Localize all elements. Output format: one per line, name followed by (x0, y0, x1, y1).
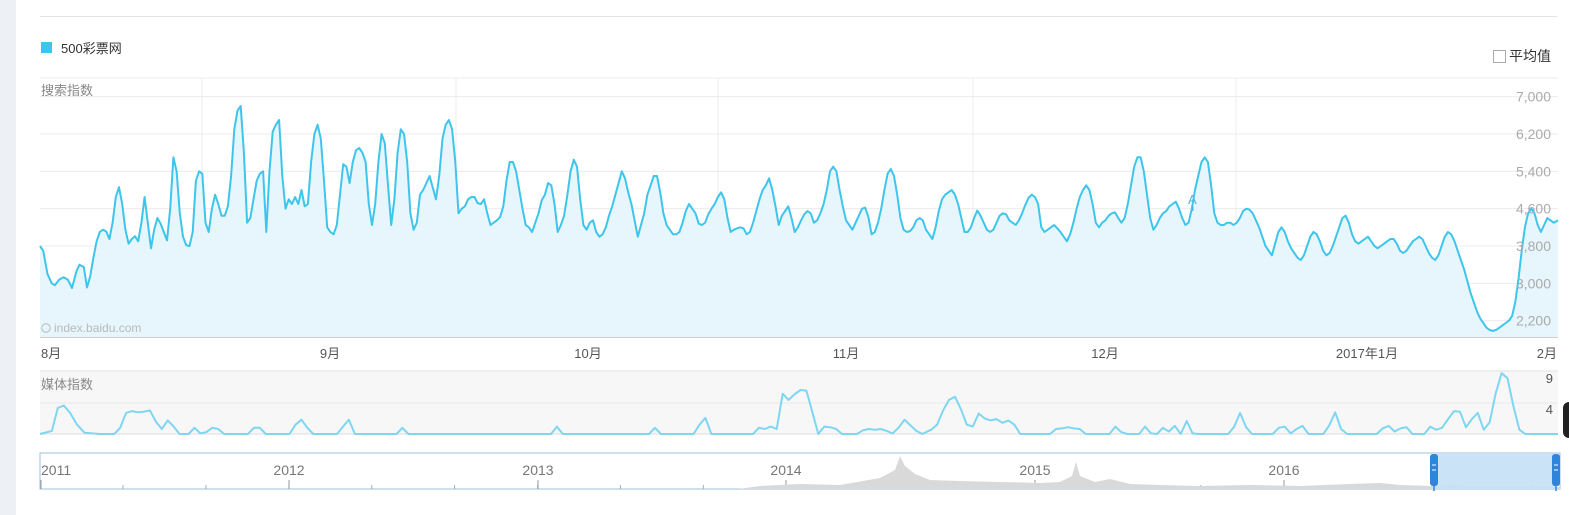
average-toggle[interactable]: 平均值 (1493, 46, 1551, 66)
y-tick-label: 5,400 (1516, 163, 1551, 179)
overview-year-label: 2012 (273, 462, 304, 478)
search-index-area (40, 106, 1558, 337)
page-scroll-knob[interactable] (1563, 402, 1569, 438)
search-index-line[interactable] (39, 105, 1559, 332)
media-y-tick-label: 4 (1546, 402, 1553, 417)
watermark: index.baidu.com (41, 321, 141, 335)
y-tick-label: 6,200 (1516, 126, 1551, 142)
y-tick-label: 2,200 (1516, 313, 1551, 329)
x-tick-label: 9月 (320, 346, 340, 361)
overview-history-area (738, 456, 1560, 489)
x-tick-label: 10月 (574, 346, 601, 361)
y-tick-label: 3,800 (1516, 238, 1551, 254)
media-y-tick-label: 9 (1546, 371, 1553, 386)
overview-year-label: 2013 (522, 462, 553, 478)
watermark-text: index.baidu.com (54, 321, 141, 335)
average-checkbox[interactable] (1493, 49, 1506, 63)
legend-swatch (41, 42, 52, 53)
left-strip (0, 0, 16, 515)
x-tick-label: 12月 (1091, 346, 1118, 361)
overview-year-label: 2011 (41, 462, 71, 478)
x-tick-label: 2017年1月 (1336, 346, 1398, 361)
main-chart-label: 搜索指数 (41, 83, 93, 98)
annotation-label[interactable]: A (1188, 192, 1197, 207)
average-label: 平均值 (1509, 48, 1551, 64)
overview-year-label: 2014 (770, 462, 801, 478)
x-tick-label: 2月 (1537, 346, 1557, 361)
media-chart-label: 媒体指数 (41, 377, 93, 392)
y-tick-label: 7,000 (1516, 89, 1551, 105)
x-tick-label: 11月 (833, 346, 860, 361)
y-tick-label: 3,000 (1516, 275, 1551, 291)
watermark-icon (41, 323, 51, 333)
y-tick-label: 4,600 (1516, 201, 1551, 217)
annotation-marker[interactable]: A (1188, 192, 1197, 211)
legend-label: 500彩票网 (61, 41, 122, 56)
overview-year-label: 2016 (1268, 462, 1299, 478)
media-index-line[interactable] (39, 372, 1558, 435)
chart-legend[interactable]: 500彩票网 (41, 38, 122, 57)
x-tick-label: 8月 (41, 346, 61, 361)
overview-year-label: 2015 (1019, 462, 1050, 478)
overview-selection[interactable] (1434, 454, 1556, 489)
top-divider (40, 16, 1557, 17)
